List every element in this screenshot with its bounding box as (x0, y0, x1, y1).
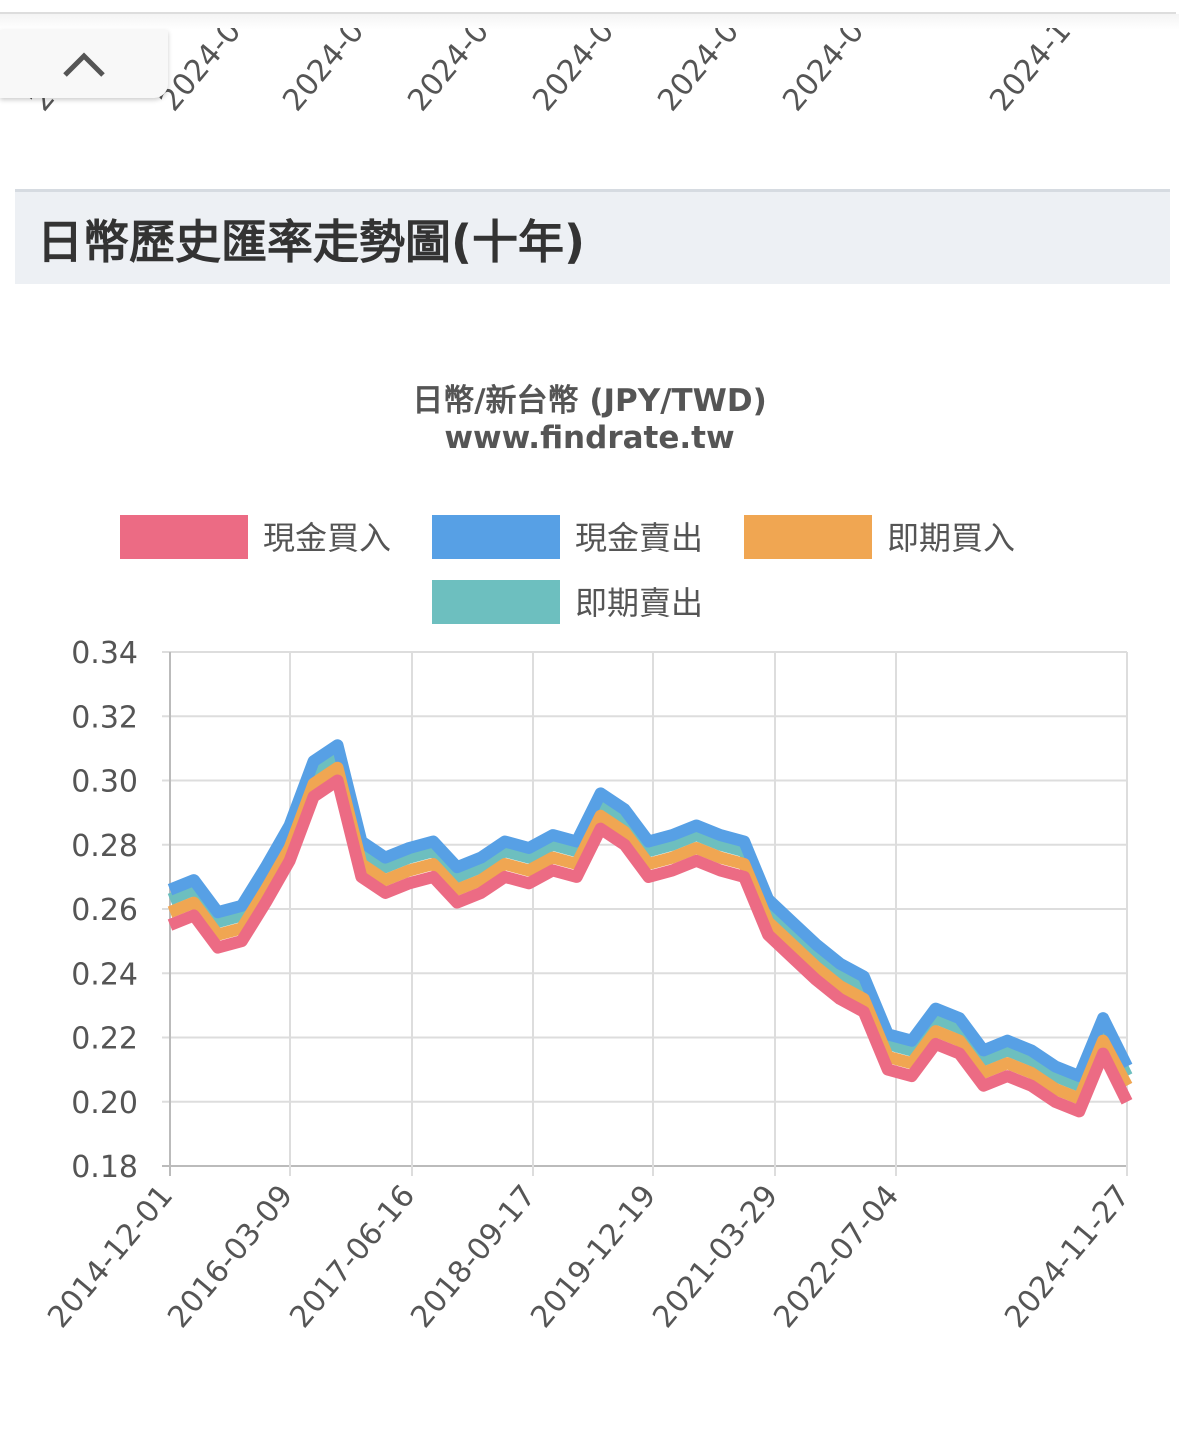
y-tick-label: 0.18 (71, 1150, 138, 1185)
legend-swatch[interactable] (120, 515, 248, 559)
y-tick-label: 0.26 (71, 893, 138, 928)
x-tick-label: 2024-1 (983, 28, 1079, 118)
previous-chart-x-labels: 2 2024-0 2024-0 2024-0 2024-0 2024-0 202… (0, 28, 1179, 118)
x-tick-label: 2024-0 (526, 28, 622, 118)
legend-swatch[interactable] (432, 580, 560, 624)
x-tick-label: 2024-0 (276, 28, 372, 118)
legend-swatch[interactable] (432, 515, 560, 559)
x-tick-label: 2017-06-16 (283, 1179, 422, 1335)
legend-label[interactable]: 即期買入 (887, 519, 1015, 557)
section-title: 日幣歷史匯率走勢圖(十年) (37, 215, 586, 269)
x-tick-label: 2024-0 (401, 28, 497, 118)
x-tick-label: 2021-03-29 (646, 1179, 785, 1335)
series-line-1 (167, 739, 1133, 1083)
scroll-up-button[interactable] (0, 30, 168, 98)
legend-label[interactable]: 現金賣出 (575, 519, 703, 557)
divider (0, 14, 1179, 30)
x-tick-label: 2024-0 (776, 28, 872, 118)
top-bar (0, 0, 1176, 14)
series-line-0 (167, 774, 1133, 1118)
y-tick-label: 0.30 (71, 765, 138, 800)
y-tick-label: 0.28 (71, 829, 138, 864)
chart-subtitle: www.findrate.tw (444, 420, 735, 456)
x-tick-label: 2018-09-17 (404, 1179, 543, 1335)
x-tick-label: 2014-12-01 (41, 1179, 180, 1335)
y-tick-label: 0.20 (71, 1086, 138, 1121)
section-header: 日幣歷史匯率走勢圖(十年) (15, 189, 1170, 284)
x-tick-label: 2022-07-04 (767, 1179, 906, 1335)
x-tick-label: 2024-0 (651, 28, 747, 118)
y-tick-label: 0.34 (71, 636, 138, 671)
series-line-2 (167, 761, 1133, 1105)
chevron-up-icon (63, 52, 105, 77)
legend-label[interactable]: 現金買入 (263, 519, 391, 557)
chart-title: 日幣/新台幣 (JPY/TWD) (412, 383, 767, 419)
legend-label[interactable]: 即期賣出 (575, 584, 703, 622)
x-tick-label: 2024-11-27 (998, 1179, 1137, 1335)
legend-swatch[interactable] (744, 515, 872, 559)
x-tick-label: 2016-03-09 (161, 1179, 300, 1335)
y-tick-label: 0.22 (71, 1022, 138, 1057)
x-tick-label: 2019-12-19 (524, 1179, 663, 1335)
y-tick-label: 0.32 (71, 700, 138, 735)
y-tick-label: 0.24 (71, 957, 138, 992)
